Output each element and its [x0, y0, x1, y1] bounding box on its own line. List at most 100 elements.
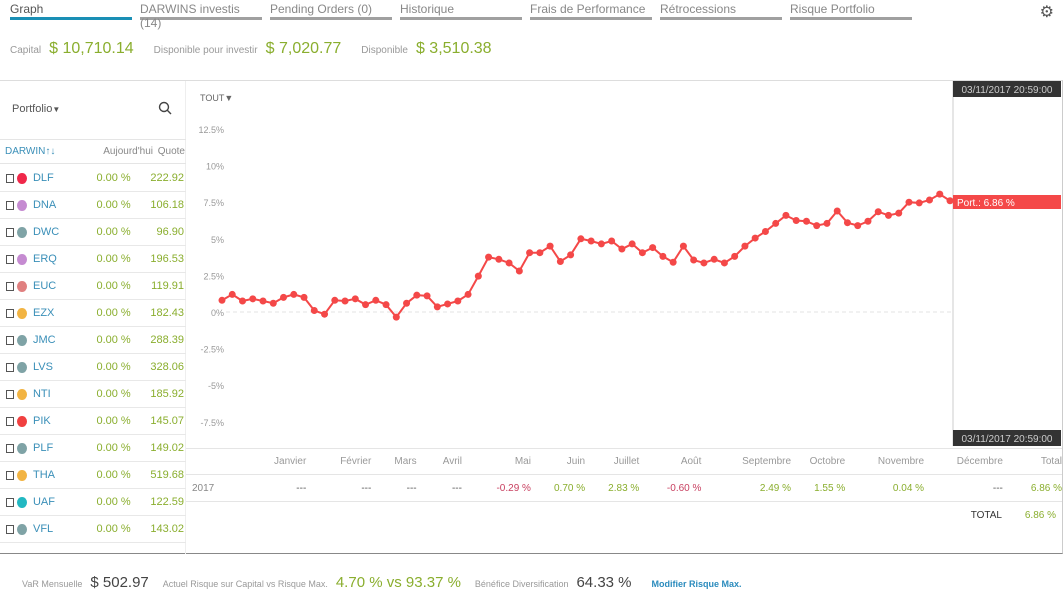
tab-4[interactable]: Frais de Performance: [530, 0, 652, 20]
data-point: [505, 259, 513, 267]
darwin-name[interactable]: PLF: [32, 442, 54, 454]
darwin-row[interactable]: PLF 0.00 % 149.02: [0, 435, 186, 462]
darwin-name[interactable]: DNA: [32, 199, 57, 211]
monthly-header: Janvier Février Mars Avril Mai Juin Juillet Aoû…: [186, 448, 1062, 475]
darwin-row[interactable]: THA 0.00 % 519.68: [0, 462, 186, 489]
y-tick-label: -5%: [208, 381, 224, 391]
data-point: [925, 196, 933, 204]
checkbox[interactable]: [6, 173, 15, 183]
gear-icon[interactable]: ⚙: [1039, 4, 1054, 21]
data-point: [587, 237, 595, 245]
darwin-name[interactable]: DLF: [32, 172, 54, 184]
modify-risk-link[interactable]: Modifier Risque Max.: [651, 579, 742, 589]
darwin-quote: 519.68: [150, 469, 184, 481]
checkbox[interactable]: [6, 335, 15, 345]
range-dropdown[interactable]: TOUT▼: [200, 93, 233, 103]
darwin-today: 0.00 %: [96, 442, 131, 454]
data-point: [310, 307, 318, 315]
darwin-row[interactable]: DNA 0.00 % 106.18: [0, 192, 186, 219]
capital-label: Capital: [10, 45, 42, 56]
y-tick-label: 7.5%: [203, 198, 224, 208]
darwin-name[interactable]: DWC: [32, 226, 60, 238]
monthly-header-cell: Novembre: [877, 456, 925, 467]
data-point: [823, 219, 831, 227]
darwin-name[interactable]: NTI: [32, 388, 51, 400]
darwin-row[interactable]: PIK 0.00 % 145.07: [0, 408, 186, 435]
darwin-name[interactable]: VFL: [32, 523, 54, 535]
tab-3[interactable]: Historique: [400, 0, 522, 20]
tab-5[interactable]: Rétrocessions: [660, 0, 782, 20]
monthly-row-2017-cell: 2.83 %: [608, 482, 640, 494]
darwin-name[interactable]: EZX: [32, 307, 55, 319]
darwin-today: 0.00 %: [96, 307, 131, 319]
darwin-quote: 328.06: [150, 361, 184, 373]
checkbox[interactable]: [6, 254, 15, 264]
color-dot: [17, 442, 27, 454]
darwin-row[interactable]: EUC 0.00 % 119.91: [0, 273, 186, 300]
checkbox[interactable]: [6, 524, 15, 534]
tab-6[interactable]: Risque Portfolio: [790, 0, 912, 20]
portfolio-dropdown[interactable]: Portfolio▼: [12, 103, 60, 115]
performance-chart[interactable]: TOUT▼ 12.5% 10% 7.5% 5% 2.5% 0% -2.5% -5% -7.5% 0…: [186, 81, 1063, 446]
data-point: [413, 291, 421, 299]
capital-summary: Capital $ 10,710.14 Disponible pour inve…: [10, 40, 504, 58]
checkbox[interactable]: [6, 470, 15, 480]
range-label: TOUT: [200, 93, 225, 103]
y-tick-label: 0%: [211, 308, 224, 318]
darwin-name[interactable]: UAF: [32, 496, 55, 508]
darwin-row[interactable]: EZX 0.00 % 182.43: [0, 300, 186, 327]
tab-0[interactable]: Graph: [10, 0, 132, 20]
data-point: [321, 310, 329, 318]
data-point: [526, 249, 534, 257]
checkbox[interactable]: [6, 200, 15, 210]
data-point: [936, 190, 944, 198]
monthly-row-2017: 2017 --- --- --- --- -0.29 % 0.70 % 2.83 % -0.60…: [186, 475, 1062, 502]
darwin-name[interactable]: ERQ: [32, 253, 57, 265]
darwin-quote: 96.90: [156, 226, 184, 238]
checkbox[interactable]: [6, 281, 15, 291]
invest-value: $ 7,020.77: [265, 40, 342, 57]
total-value: 6.86 %: [1024, 510, 1056, 521]
darwin-name[interactable]: THA: [32, 469, 55, 481]
checkbox[interactable]: [6, 416, 15, 426]
dispo-label: Disponible: [361, 45, 408, 56]
checkbox[interactable]: [6, 389, 15, 399]
data-point: [659, 252, 667, 260]
darwin-row[interactable]: DWC 0.00 % 96.90: [0, 219, 186, 246]
darwin-today: 0.00 %: [96, 361, 131, 373]
data-point: [495, 255, 503, 263]
tab-2[interactable]: Pending Orders (0): [270, 0, 392, 20]
darwin-quote: 196.53: [150, 253, 184, 265]
data-point: [741, 242, 749, 250]
darwin-row[interactable]: ERQ 0.00 % 196.53: [0, 246, 186, 273]
checkbox[interactable]: [6, 308, 15, 318]
port-badge: [953, 195, 1061, 209]
monthly-row-2017-cell: -0.60 %: [666, 482, 702, 494]
y-tick-label: 2.5%: [203, 271, 224, 281]
sort-darwin[interactable]: DARWIN↑↓: [5, 146, 85, 157]
darwin-name[interactable]: EUC: [32, 280, 57, 292]
darwin-row[interactable]: JMC 0.00 % 288.39: [0, 327, 186, 354]
checkbox[interactable]: [6, 497, 15, 507]
monthly-row-2017-cell: -0.29 %: [496, 482, 531, 494]
darwin-row[interactable]: NTI 0.00 % 185.92: [0, 381, 186, 408]
data-point: [454, 297, 462, 305]
checkbox[interactable]: [6, 362, 15, 372]
tab-1[interactable]: DARWINS investis (14): [140, 0, 262, 30]
search-icon[interactable]: [158, 101, 172, 118]
checkbox[interactable]: [6, 443, 15, 453]
data-point: [813, 222, 821, 230]
darwin-name[interactable]: JMC: [32, 334, 56, 346]
caret-down-icon: ▼: [52, 105, 61, 114]
darwin-quote: 185.92: [150, 388, 184, 400]
darwin-name[interactable]: LVS: [32, 361, 53, 373]
darwin-row[interactable]: DLF 0.00 % 222.92: [0, 165, 186, 192]
darwin-quote: 106.18: [150, 199, 184, 211]
y-tick-label: -7.5%: [200, 418, 224, 428]
darwin-row[interactable]: VFL 0.00 % 143.02: [0, 516, 186, 543]
checkbox[interactable]: [6, 227, 15, 237]
darwin-name[interactable]: PIK: [32, 415, 51, 427]
darwin-row[interactable]: UAF 0.00 % 122.59: [0, 489, 186, 516]
color-dot: [17, 496, 27, 508]
darwin-row[interactable]: LVS 0.00 % 328.06: [0, 354, 186, 381]
